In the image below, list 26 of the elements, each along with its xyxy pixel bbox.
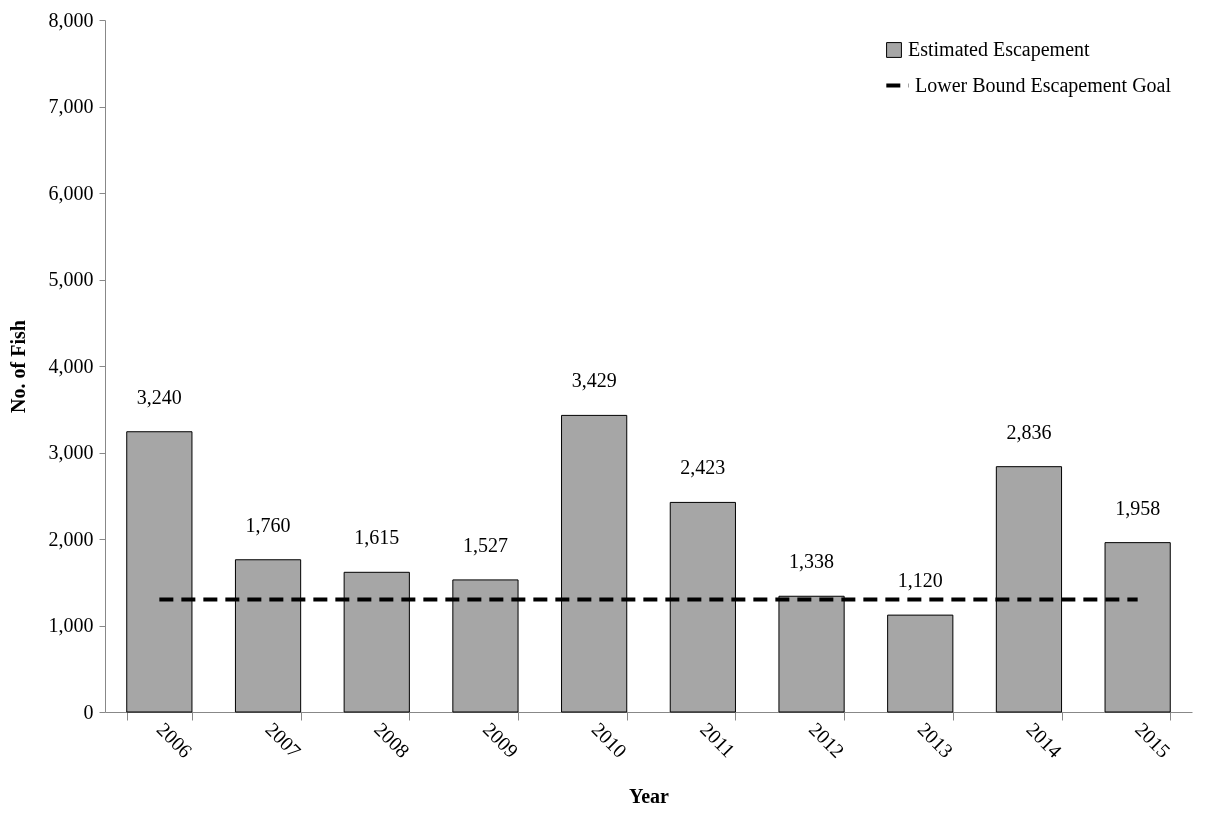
x-axis-title: Year [629, 784, 670, 807]
y-tick-label: 2,000 [48, 527, 94, 550]
x-tick-label: 2007 [261, 718, 306, 762]
y-tick-label: 5,000 [48, 268, 94, 290]
data-label: 2,423 [680, 456, 726, 479]
y-tick-label: 4,000 [48, 354, 94, 377]
data-label: 2,836 [1006, 420, 1052, 443]
data-label: 1,615 [354, 526, 400, 549]
data-label: 3,429 [571, 369, 617, 392]
legend-label: Lower Bound Escapement Goal [915, 73, 1172, 97]
data-label: 1,958 [1115, 496, 1161, 519]
y-tick-label: 7,000 [48, 95, 94, 117]
data-label: 1,338 [789, 550, 835, 573]
y-tick-label: 0 [83, 700, 94, 723]
data-label: 3,240 [136, 385, 182, 408]
legend-label: Estimated Escapement [908, 38, 1091, 61]
y-tick-label: 1,000 [48, 614, 94, 636]
y-tick-label: 8,000 [48, 8, 94, 31]
y-tick-label: 3,000 [48, 441, 94, 463]
data-label: 1,760 [245, 513, 291, 536]
y-tick-label: 6,000 [48, 181, 94, 204]
x-tick-label: 2015 [1131, 718, 1175, 762]
data-label: 1,120 [897, 569, 943, 592]
y-axis-title: No. of Fish [6, 320, 29, 413]
bar [887, 614, 954, 713]
data-label: 1,527 [462, 533, 508, 556]
